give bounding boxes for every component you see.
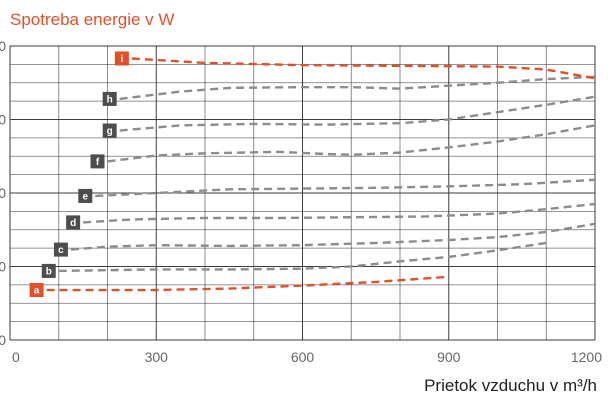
series-line-d [83,202,596,224]
series-label-badge-e [78,188,93,203]
series-label-g: g [107,126,113,137]
grid [9,45,596,341]
series-label-badge-h [102,91,117,106]
series-lines [46,57,596,292]
series-line-e [95,178,596,198]
series-label-f: f [96,157,100,168]
series-label-a: a [34,286,40,297]
series-label-h: h [107,95,113,106]
series-line-i [131,57,596,80]
series-label-badge-c [53,242,68,257]
series-label-badge-d [66,215,81,230]
series-label-i: i [120,54,123,65]
series-label-badge-i [114,51,129,66]
x-tick-label: 0 [12,349,20,365]
series-label-d: d [70,218,76,229]
y-tick-label: 100 [0,259,6,275]
series-line-g [119,95,596,132]
series-label-badge-a [29,283,44,298]
series-line-a [46,275,449,292]
x-tick-label: 300 [145,349,169,365]
x-tick-label: 900 [437,349,461,365]
series-label-badge-f [90,154,105,169]
series-label-badge-g [102,123,117,138]
series-label-e: e [83,192,89,203]
series-line-f [107,124,596,163]
y-tick-label: 0 [0,332,6,348]
series-labels: abc d e f g h i [29,51,129,298]
x-tick-label: 600 [291,349,315,365]
y-tick-label: 400 [0,38,6,54]
series-label-c: c [58,245,64,256]
series-line-c [70,222,596,251]
axis-ticks: 0 300 600 900 1200 0 100 200 300 400 [0,38,602,365]
y-tick-label: 200 [0,185,6,201]
series-line-h [119,75,596,101]
chart-title: Spotreba energie v W [10,10,174,29]
x-tick-label: 1200 [571,349,602,365]
x-axis-label: Prietok vzduchu v m³/h [424,376,597,395]
series-label-badge-b [41,263,56,278]
y-tick-label: 300 [0,112,6,128]
series-label-b: b [46,267,52,278]
